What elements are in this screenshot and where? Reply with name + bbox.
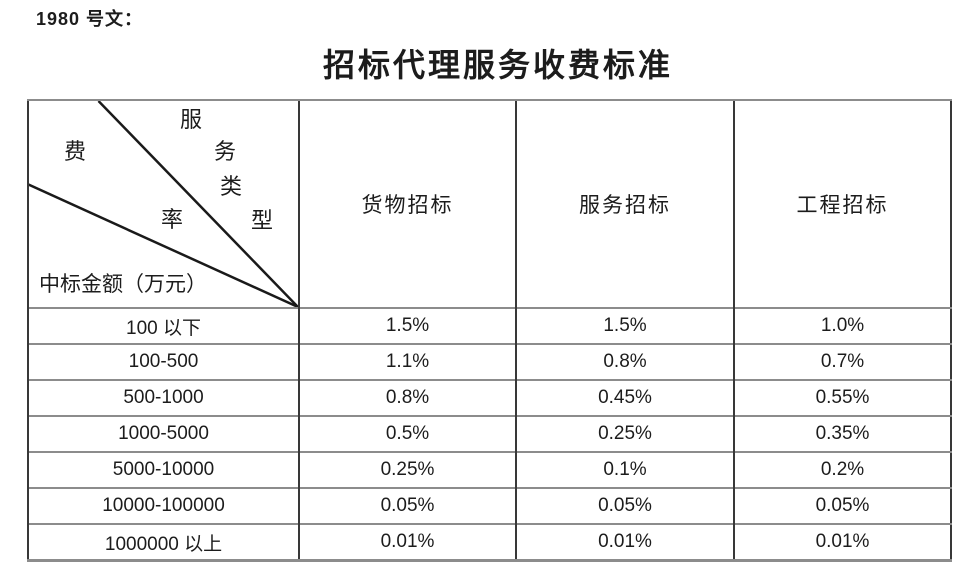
value-cell: 1.1% [298, 343, 516, 380]
value-cell: 1.5% [298, 307, 516, 344]
value-cell: 1.5% [515, 307, 734, 344]
diagonal-divider-lines [30, 102, 298, 307]
table-row: 1000-5000 0.5% 0.25% 0.35% [27, 415, 951, 452]
corner-fee-rate-char: 费 [64, 139, 87, 164]
value-cell: 0.5% [298, 415, 516, 452]
value-cell: 0.8% [515, 343, 734, 380]
table-row: 1000000 以上 0.01% 0.01% 0.01% [27, 523, 951, 561]
value-cell: 1.0% [733, 307, 951, 344]
table-row: 100-500 1.1% 0.8% 0.7% [27, 343, 951, 380]
value-cell: 0.01% [515, 523, 734, 561]
header-row: 服 务 类 型 费 率 中标金额（万元） 货物招标 服务招标 工程招标 [27, 99, 951, 308]
row-label-cell: 1000000 以上 [27, 523, 299, 561]
column-header-works: 工程招标 [733, 99, 951, 308]
value-cell: 0.25% [515, 415, 734, 452]
diagonal-line-lower [30, 183, 298, 307]
table-row: 10000-100000 0.05% 0.05% 0.05% [27, 487, 951, 524]
corner-service-type-char: 务 [214, 139, 237, 164]
value-cell: 0.35% [733, 415, 951, 452]
fee-table: 服 务 类 型 费 率 中标金额（万元） 货物招标 服务招标 工程招标 100 … [27, 99, 952, 562]
value-cell: 0.8% [298, 379, 516, 416]
value-cell: 0.25% [298, 451, 516, 488]
value-cell: 0.2% [733, 451, 951, 488]
corner-service-type-char: 类 [220, 174, 243, 199]
fee-table-container: 服 务 类 型 费 率 中标金额（万元） 货物招标 服务招标 工程招标 100 … [27, 99, 952, 562]
table-row: 500-1000 0.8% 0.45% 0.55% [27, 379, 951, 416]
corner-service-type-char: 型 [251, 208, 274, 233]
column-header-goods: 货物招标 [298, 99, 516, 308]
value-cell: 0.55% [733, 379, 951, 416]
corner-bid-amount-label: 中标金额（万元） [39, 272, 207, 296]
table-row: 5000-10000 0.25% 0.1% 0.2% [27, 451, 951, 488]
value-cell: 0.1% [515, 451, 734, 488]
page-title: 招标代理服务收费标准 [322, 47, 673, 83]
row-label-cell: 1000-5000 [27, 415, 299, 452]
column-header-service: 服务招标 [515, 99, 734, 308]
row-label-cell: 5000-10000 [27, 451, 299, 488]
value-cell: 0.01% [298, 523, 516, 561]
table-row: 100 以下 1.5% 1.5% 1.0% [27, 307, 951, 344]
row-label-cell: 100-500 [27, 343, 299, 380]
corner-fee-rate-char: 率 [161, 207, 184, 232]
value-cell: 0.7% [733, 343, 951, 380]
row-label-cell: 100 以下 [27, 307, 299, 344]
value-cell: 0.05% [515, 487, 734, 524]
value-cell: 0.05% [298, 487, 516, 524]
row-label-cell: 10000-100000 [27, 487, 299, 524]
diagonal-line-upper [97, 102, 298, 307]
value-cell: 0.01% [733, 523, 951, 561]
value-cell: 0.05% [733, 487, 951, 524]
table-corner-cell: 服 务 类 型 费 率 中标金额（万元） [27, 99, 299, 308]
doc-ref-number: 1980 号文： [36, 9, 144, 29]
corner-service-type-char: 服 [180, 107, 203, 132]
value-cell: 0.45% [515, 379, 734, 416]
row-label-cell: 500-1000 [27, 379, 299, 416]
